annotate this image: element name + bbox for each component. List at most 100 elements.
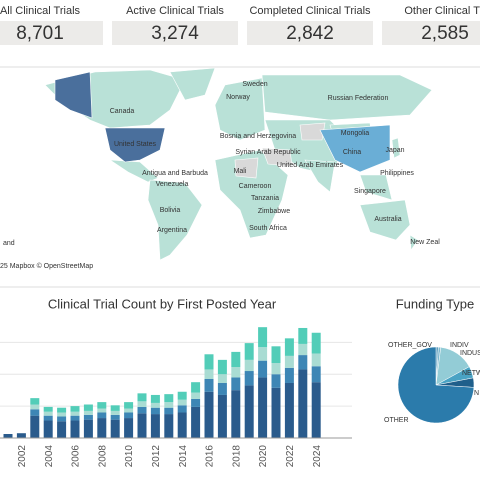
map-label: United States	[114, 141, 157, 148]
bar-segment	[217, 374, 227, 383]
bar-segment	[284, 355, 294, 368]
bar-segment	[191, 398, 201, 407]
pie-label: NETW	[462, 370, 480, 377]
bar-segment	[231, 377, 241, 391]
bar-segment	[83, 414, 93, 420]
pie-label: OTHER	[384, 417, 409, 424]
map-label: Australia	[374, 216, 401, 223]
bar-segment	[284, 367, 294, 383]
australia	[359, 199, 411, 241]
map-label: Syrian Arab Republic	[235, 149, 301, 156]
bar-segment	[137, 406, 147, 414]
map-attribution: 25 Mapbox © OpenStreetMap	[0, 262, 93, 270]
bar-segment	[83, 419, 93, 438]
map-label: Russian Federation	[328, 95, 389, 102]
pie-label: N	[474, 390, 479, 397]
bar-segment	[150, 402, 160, 408]
x-tick-label: 2014	[178, 445, 189, 468]
bar-segment	[244, 343, 254, 360]
bar-segment	[150, 414, 160, 438]
kpi-title: Completed Clinical Trials	[249, 5, 371, 17]
bar-segment	[30, 398, 40, 405]
kpi-card	[247, 21, 373, 45]
bar-segment	[298, 327, 308, 344]
bar-segment	[124, 418, 134, 438]
kpi-card	[382, 21, 480, 45]
bar-segment	[57, 407, 67, 413]
bar-segment	[298, 369, 308, 438]
bar-segment	[97, 402, 107, 409]
bar-segment	[124, 402, 134, 409]
x-tick-label: 2008	[97, 445, 108, 468]
bar-segment	[284, 382, 294, 438]
kpi-title: Active Clinical Trials	[126, 5, 224, 17]
bar-segment	[217, 394, 227, 438]
bar-segment	[57, 421, 67, 438]
x-tick-label: 2024	[312, 445, 323, 468]
india	[304, 159, 336, 193]
bar-segment	[271, 346, 281, 364]
bar-segment	[110, 410, 120, 415]
japan	[391, 137, 401, 159]
greenland	[169, 67, 216, 101]
bar-segment	[3, 434, 13, 438]
map-label: Venezuela	[156, 181, 189, 188]
map-label: Norway	[226, 94, 250, 101]
bar-segment	[191, 406, 201, 438]
united-states	[104, 127, 166, 163]
map-label: and	[3, 240, 15, 247]
map-label: United Arab Emirates	[277, 162, 344, 169]
bar-segment	[137, 413, 147, 438]
map-label: China	[343, 149, 361, 156]
bar-segment	[137, 401, 147, 407]
russia	[261, 74, 433, 121]
kpi-title: Other Clinical Tri	[404, 5, 480, 17]
bar-segment	[217, 359, 227, 375]
map-label: Cameroon	[239, 183, 272, 190]
bar-segment	[30, 409, 40, 416]
map-label: Antigua and Barbuda	[142, 170, 208, 177]
map-label: Argentina	[157, 227, 187, 234]
x-tick-label: 2012	[151, 445, 162, 468]
bar-segment	[298, 355, 308, 370]
bar-segment	[191, 392, 201, 399]
x-tick-label: 2004	[44, 445, 55, 468]
map-label: Philippines	[380, 170, 414, 177]
bar-segment	[311, 382, 321, 438]
bar-segment	[244, 371, 254, 386]
bar-segment	[124, 408, 134, 413]
bar-segment	[110, 414, 120, 420]
bar-segment	[97, 412, 107, 419]
bar-segment	[30, 415, 40, 438]
china	[319, 124, 391, 173]
chart-title: Funding Type	[396, 296, 475, 311]
bar-segment	[97, 408, 107, 413]
bar-segment	[191, 382, 201, 393]
bar-segment	[311, 353, 321, 367]
bar-segment	[97, 418, 107, 438]
x-tick-label: 2006	[71, 445, 82, 468]
bar-segment	[43, 415, 53, 421]
bar-segment	[258, 347, 268, 361]
bar-segment	[110, 405, 120, 411]
bar-segment	[231, 390, 241, 438]
pie-label: INDIV	[450, 342, 469, 349]
bar-segment	[231, 351, 241, 368]
map-label: New Zeal	[410, 239, 440, 246]
pie-slice	[397, 346, 475, 424]
bar-segment	[83, 404, 93, 411]
kpi-row: All Clinical Trials 8,701 Active Clinical …	[0, 5, 480, 45]
bar-segment	[271, 363, 281, 375]
bar-segment	[164, 407, 174, 415]
bar-segment	[43, 420, 53, 438]
bar-segment	[83, 410, 93, 415]
map-label: Tanzania	[251, 195, 279, 202]
bar-segment	[204, 391, 214, 438]
bar-segment	[204, 379, 214, 392]
x-tick-label: 2002	[17, 445, 28, 468]
bar-segment	[258, 377, 268, 438]
bar-segment	[16, 433, 26, 438]
x-tick-label: 2018	[231, 445, 242, 468]
bar-segment	[244, 385, 254, 438]
map-label: Bolivia	[160, 207, 181, 214]
